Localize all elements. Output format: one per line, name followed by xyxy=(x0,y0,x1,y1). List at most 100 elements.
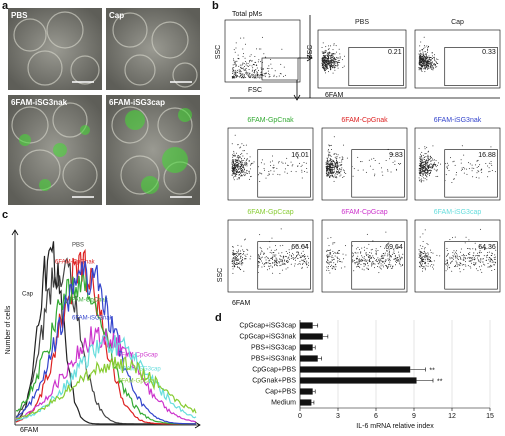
event-dot xyxy=(433,56,435,58)
event-dot xyxy=(232,260,234,262)
event-dot xyxy=(472,176,474,178)
event-dot xyxy=(284,168,286,170)
event-dot xyxy=(295,257,297,259)
event-dot xyxy=(326,52,328,54)
event-dot xyxy=(280,260,282,262)
event-dot xyxy=(421,166,423,168)
event-dot xyxy=(427,257,429,259)
event-dot xyxy=(332,169,334,171)
event-dot xyxy=(305,162,307,164)
event-dot xyxy=(489,245,491,247)
event-dot xyxy=(301,255,303,257)
event-dot xyxy=(431,264,433,266)
event-dot xyxy=(426,256,428,258)
event-dot xyxy=(248,68,250,70)
gate xyxy=(351,241,405,290)
event-dot xyxy=(469,248,471,250)
event-dot xyxy=(455,251,457,253)
event-dot xyxy=(331,162,333,164)
event-dot xyxy=(425,55,427,57)
event-dot xyxy=(473,252,475,254)
event-dot xyxy=(238,69,240,71)
event-dot xyxy=(308,257,310,259)
event-dot xyxy=(385,259,387,261)
event-dot xyxy=(293,258,295,260)
event-dot xyxy=(261,173,263,175)
event-dot xyxy=(490,146,492,148)
event-dot xyxy=(352,256,354,258)
event-dot xyxy=(245,71,247,73)
event-dot xyxy=(237,159,239,161)
event-dot xyxy=(426,159,428,161)
event-dot xyxy=(388,263,390,265)
event-dot xyxy=(233,152,235,154)
event-dot xyxy=(260,67,262,69)
event-dot xyxy=(233,77,235,79)
event-dot xyxy=(333,169,335,171)
event-dot xyxy=(243,53,245,55)
event-dot xyxy=(334,268,336,270)
event-dot xyxy=(330,159,332,161)
event-dot xyxy=(389,257,391,259)
event-dot xyxy=(232,73,234,75)
event-dot xyxy=(250,75,252,77)
event-dot xyxy=(326,54,328,56)
event-dot xyxy=(454,265,456,267)
x-tick-label: 0 xyxy=(298,413,302,420)
event-dot xyxy=(303,256,305,258)
event-dot xyxy=(322,58,324,60)
event-dot xyxy=(463,258,465,260)
event-dot xyxy=(332,49,334,51)
event-dot xyxy=(290,257,292,259)
event-dot xyxy=(327,59,329,61)
event-dot xyxy=(278,75,280,77)
event-dot xyxy=(238,174,240,176)
event-dot xyxy=(439,255,441,257)
event-dot xyxy=(421,265,423,267)
event-dot xyxy=(371,263,373,265)
event-dot xyxy=(466,168,468,170)
event-dot xyxy=(233,257,235,259)
event-dot xyxy=(268,257,270,259)
event-dot xyxy=(277,262,279,264)
event-dot xyxy=(325,261,327,263)
event-dot xyxy=(460,257,462,259)
y-tick-label: CpGnak+PBS xyxy=(252,377,296,384)
event-dot xyxy=(279,255,281,257)
event-dot xyxy=(246,73,248,75)
event-dot xyxy=(279,245,281,247)
event-dot xyxy=(232,272,234,274)
event-dot xyxy=(282,255,284,257)
event-dot xyxy=(284,74,286,76)
event-dot xyxy=(424,267,426,269)
event-dot xyxy=(249,64,251,66)
event-dot xyxy=(270,265,272,267)
event-dot xyxy=(339,162,341,164)
event-dot xyxy=(241,171,243,173)
event-dot xyxy=(361,255,363,257)
event-dot xyxy=(396,259,398,261)
event-dot xyxy=(300,252,302,254)
event-dot xyxy=(469,257,471,259)
event-dot xyxy=(431,68,433,70)
event-dot xyxy=(337,252,339,254)
event-dot xyxy=(274,263,276,265)
event-dot xyxy=(263,264,265,266)
event-dot xyxy=(332,72,334,74)
event-dot xyxy=(360,258,362,260)
event-dot xyxy=(232,161,234,163)
event-dot xyxy=(467,257,469,259)
event-dot xyxy=(259,262,261,264)
event-dot xyxy=(284,263,286,265)
event-dot xyxy=(286,172,288,174)
event-dot xyxy=(354,263,356,265)
event-dot xyxy=(231,163,233,165)
event-dot xyxy=(287,259,289,261)
event-dot xyxy=(448,169,450,171)
event-dot xyxy=(457,258,459,260)
event-dot xyxy=(274,245,276,247)
event-dot xyxy=(429,166,431,168)
event-dot xyxy=(424,51,426,53)
event-dot xyxy=(233,61,235,63)
event-dot xyxy=(237,259,239,261)
